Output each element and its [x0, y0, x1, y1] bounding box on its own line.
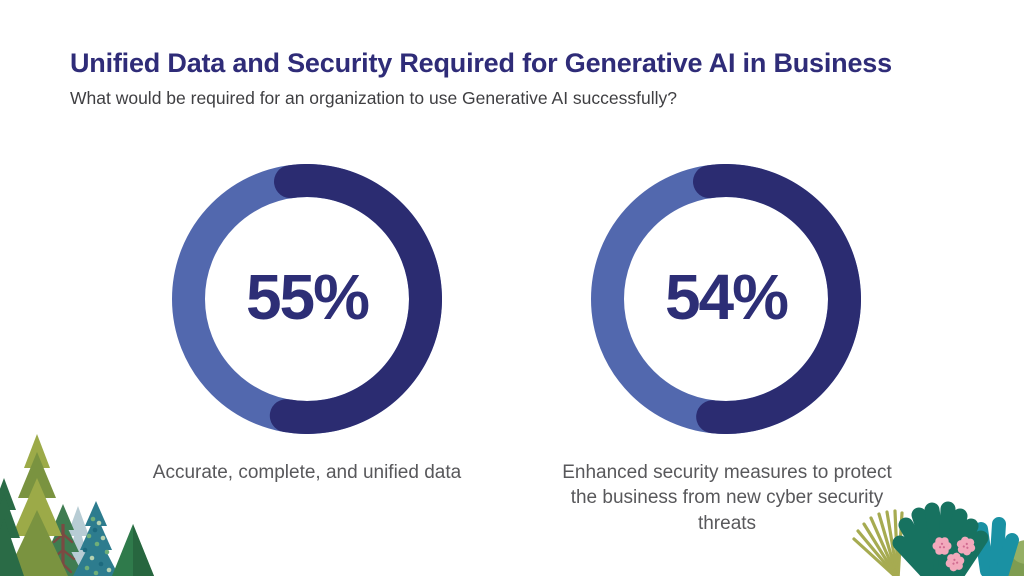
- tall-olive-fir-tree-icon: [6, 434, 68, 576]
- percent-label: 54%: [664, 261, 789, 333]
- teal-leaves-icon: [974, 517, 1019, 576]
- palm-frond-icon: [852, 509, 904, 576]
- page-subtitle: What would be required for an organizati…: [70, 88, 678, 108]
- donut-chart-unified-data: 55%: [172, 164, 442, 434]
- donut-chart-security: 54%: [591, 164, 861, 434]
- branch-pine-tree-icon: [42, 504, 84, 576]
- small-pine-tree-icon: [112, 524, 154, 576]
- donut-value-arc: [591, 164, 861, 434]
- forest-illustration: [0, 434, 154, 576]
- teal-dotted-tree-icon: [73, 501, 119, 576]
- percent-label: 55%: [245, 261, 370, 333]
- chart-caption-security: Enhanced security measures to protect th…: [562, 462, 892, 534]
- donut-value-arc: [172, 164, 442, 434]
- donut-ring: [172, 164, 442, 434]
- page-title: Unified Data and Security Required for G…: [70, 48, 892, 78]
- donut-ring: [591, 164, 861, 434]
- plants-illustration: [852, 501, 1024, 576]
- dark-fir-tree-icon: [0, 478, 24, 576]
- chart-caption-unified-data: Accurate, complete, and unified data: [152, 462, 462, 483]
- leaf-dots: [82, 516, 112, 576]
